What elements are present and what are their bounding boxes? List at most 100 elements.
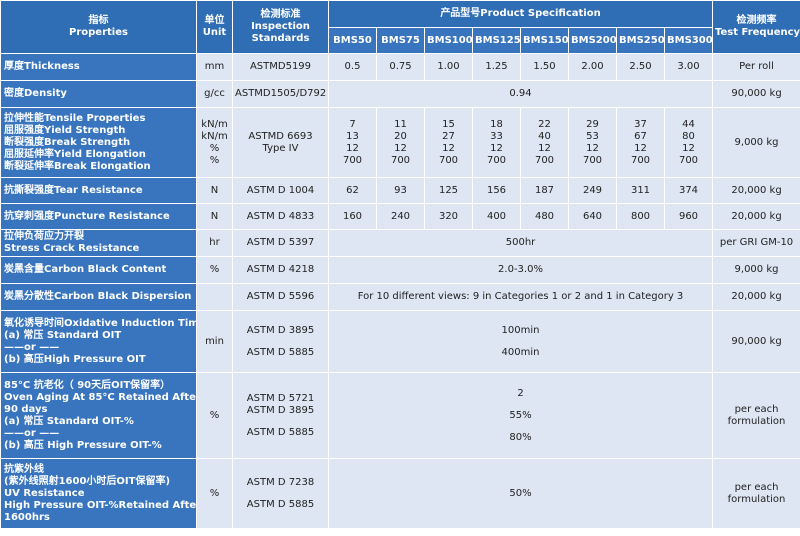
row-puncture: 抗穿刺强度Puncture Resistance N ASTM D 4833 1…	[0, 203, 800, 230]
header-properties: 指标 Properties	[0, 0, 197, 54]
value-cell: 62	[328, 177, 377, 204]
property-name: 炭黑分散性Carbon Black Dispersion	[0, 283, 197, 311]
standard-cell: ASTM D 7238 ASTM D 5885	[232, 458, 329, 529]
value-cell: 18 33 12 700	[472, 107, 521, 178]
model-header: BMS75	[376, 27, 425, 54]
row-oven-aging: 85°C 抗老化（ 90天后OIT保留率） Oven Aging At 85°C…	[0, 372, 800, 459]
property-name: 拉伸性能Tensile Properties 屈服强度Yield Strengt…	[0, 107, 197, 178]
value-cell: 100min 400min	[327, 310, 714, 373]
value-cell: 311	[616, 177, 665, 204]
header-unit: 单位 Unit	[196, 0, 233, 54]
frequency-cell: 9,000 kg	[712, 107, 800, 178]
frequency-cell: 20,000 kg	[712, 177, 800, 204]
frequency-cell: 90,000 kg	[712, 310, 800, 373]
row-stress-crack: 拉伸负荷应力开裂 Stress Crack Resistance hr ASTM…	[0, 229, 800, 257]
value-cell: 0.5	[328, 53, 377, 81]
standard-cell: ASTMD 6693 Type IV	[232, 107, 329, 178]
value-cell: 93	[376, 177, 425, 204]
property-name: 抗穿刺强度Puncture Resistance	[0, 203, 197, 230]
unit-cell: kN/m kN/m % %	[196, 107, 233, 178]
property-name: 拉伸负荷应力开裂 Stress Crack Resistance	[0, 229, 197, 257]
value-cell: 15 27 12 700	[424, 107, 473, 178]
unit-cell: g/cc	[196, 80, 233, 108]
header-frequency: 检测频率 Test Frequency	[712, 0, 800, 54]
row-carbon-content: 炭黑含量Carbon Black Content % ASTM D 4218 2…	[0, 256, 800, 284]
value-cell: 37 67 12 700	[616, 107, 665, 178]
frequency-cell: per GRI GM-10	[712, 229, 800, 257]
unit-cell: min	[196, 310, 233, 373]
property-name: 抗紫外线 (紫外线照射1600小时后OIT保留率) UV Resistance …	[0, 458, 197, 529]
property-name: 厚度Thickness	[0, 53, 197, 81]
frequency-cell: 20,000 kg	[712, 283, 800, 311]
frequency-cell: per each formulation	[712, 372, 800, 459]
model-header: BMS100	[424, 27, 473, 54]
value-cell: 640	[568, 203, 617, 230]
standard-cell: ASTM D 5721 ASTM D 3895 ASTM D 5885	[232, 372, 329, 459]
value-cell: 2.00	[568, 53, 617, 81]
value-cell: 500hr	[327, 229, 714, 257]
value-cell: 29 53 12 700	[568, 107, 617, 178]
model-header: BMS50	[328, 27, 377, 54]
property-name: 氧化诱导时间Oxidative Induction Time (a) 常压 St…	[0, 310, 197, 373]
value-cell: 960	[663, 203, 714, 230]
unit-cell: hr	[196, 229, 233, 257]
header-standards: 检测标准 Inspection Standards	[232, 0, 329, 54]
standard-cell: ASTMD5199	[232, 53, 329, 81]
value-cell: 11 20 12 700	[376, 107, 425, 178]
value-cell: 156	[472, 177, 521, 204]
model-header: BMS250	[616, 27, 665, 54]
value-cell: 1.00	[424, 53, 473, 81]
row-uv: 抗紫外线 (紫外线照射1600小时后OIT保留率) UV Resistance …	[0, 458, 800, 529]
model-header: BMS125	[472, 27, 521, 54]
property-name: 抗撕裂强度Tear Resistance	[0, 177, 197, 204]
value-cell: 187	[520, 177, 569, 204]
value-cell: 249	[568, 177, 617, 204]
standard-cell: ASTMD1505/D792	[232, 80, 329, 108]
value-cell: 1.25	[472, 53, 521, 81]
value-cell: 50%	[327, 458, 714, 529]
value-cell: 3.00	[663, 53, 714, 81]
model-header: BMS200	[568, 27, 617, 54]
unit-cell: N	[196, 177, 233, 204]
value-cell: 480	[520, 203, 569, 230]
frequency-cell: 9,000 kg	[712, 256, 800, 284]
row-thickness: 厚度Thickness mm ASTMD5199 0.5 0.75 1.00 1…	[0, 53, 800, 81]
value-cell: 0.94	[327, 80, 714, 108]
value-cell: 0.75	[376, 53, 425, 81]
row-oit: 氧化诱导时间Oxidative Induction Time (a) 常压 St…	[0, 310, 800, 373]
value-cell: 1.50	[520, 53, 569, 81]
value-cell: For 10 different views: 9 in Categories …	[327, 283, 714, 311]
row-carbon-dispersion: 炭黑分散性Carbon Black Dispersion ASTM D 5596…	[0, 283, 800, 311]
value-cell: 374	[663, 177, 714, 204]
unit-cell: N	[196, 203, 233, 230]
value-cell: 320	[424, 203, 473, 230]
frequency-cell: 90,000 kg	[712, 80, 800, 108]
property-name: 密度Density	[0, 80, 197, 108]
standard-cell: ASTM D 1004	[232, 177, 329, 204]
value-cell: 400	[472, 203, 521, 230]
value-cell: 7 13 12 700	[328, 107, 377, 178]
value-cell: 800	[616, 203, 665, 230]
model-header: BMS150	[520, 27, 569, 54]
value-cell: 2.50	[616, 53, 665, 81]
property-name: 85°C 抗老化（ 90天后OIT保留率） Oven Aging At 85°C…	[0, 372, 197, 459]
model-header: BMS300	[663, 27, 714, 54]
value-cell: 160	[328, 203, 377, 230]
unit-cell: %	[196, 372, 233, 459]
value-cell: 22 40 12 700	[520, 107, 569, 178]
row-tensile: 拉伸性能Tensile Properties 屈服强度Yield Strengt…	[0, 107, 800, 178]
unit-cell: %	[196, 256, 233, 284]
value-cell: 2.0-3.0%	[327, 256, 714, 284]
unit-cell	[196, 283, 233, 311]
standard-cell: ASTM D 5596	[232, 283, 329, 311]
row-tear: 抗撕裂强度Tear Resistance N ASTM D 1004 62 93…	[0, 177, 800, 204]
value-cell: 125	[424, 177, 473, 204]
header-product-spec: 产品型号Product Specification	[327, 0, 714, 28]
unit-cell: %	[196, 458, 233, 529]
frequency-cell: 20,000 kg	[712, 203, 800, 230]
value-cell: 2 55% 80%	[327, 372, 714, 459]
standard-cell: ASTM D 4218	[232, 256, 329, 284]
frequency-cell: Per roll	[712, 53, 800, 81]
standard-cell: ASTM D 4833	[232, 203, 329, 230]
property-name: 炭黑含量Carbon Black Content	[0, 256, 197, 284]
